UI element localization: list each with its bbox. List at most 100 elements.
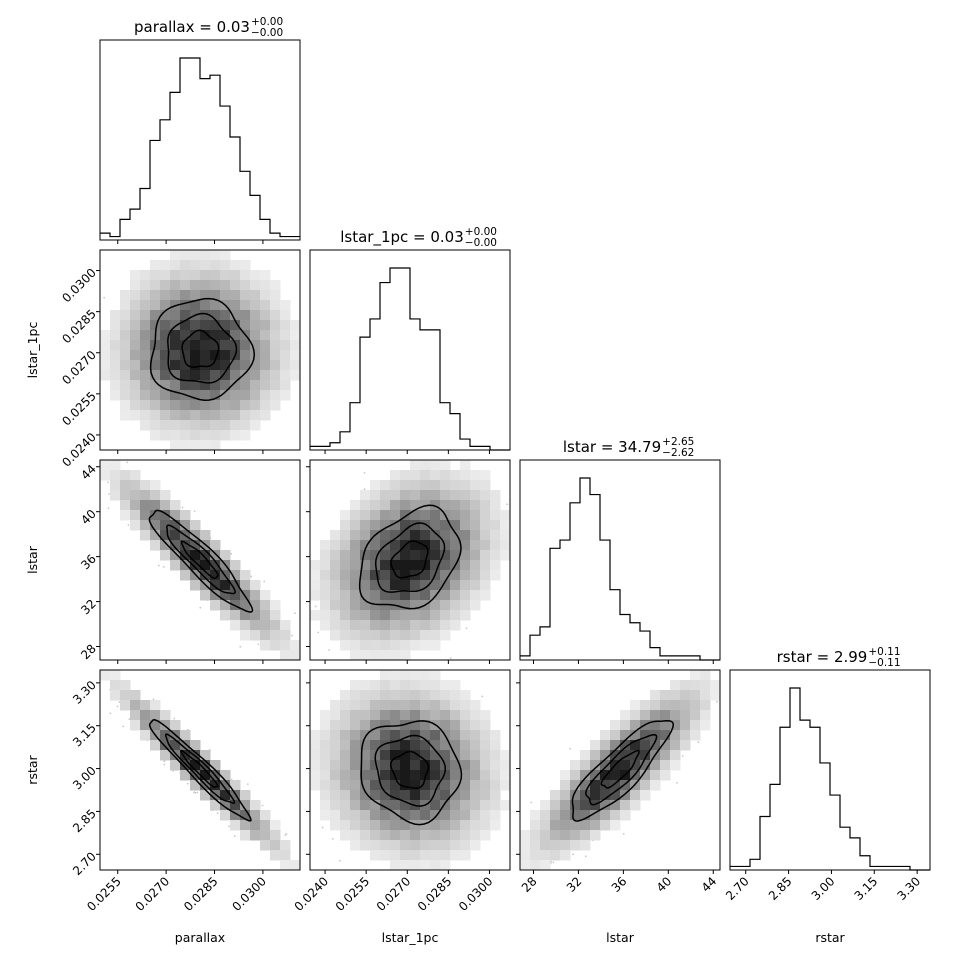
density-cell <box>440 820 451 831</box>
density-cell <box>360 650 371 660</box>
density-cell <box>220 280 231 291</box>
density-cell <box>130 360 141 371</box>
sample-point <box>622 833 625 835</box>
density-cell <box>220 390 231 401</box>
density-cell <box>490 500 501 511</box>
x-tick-label-lstar: 32 <box>564 874 585 895</box>
density-cell <box>350 740 361 751</box>
sample-point <box>368 662 370 664</box>
density-cell <box>150 280 161 291</box>
density-cell <box>470 560 481 571</box>
density-cell <box>470 780 481 791</box>
density-cell <box>360 490 371 501</box>
density-cell <box>480 790 491 801</box>
sample-point <box>378 662 380 664</box>
density-cell <box>380 620 391 631</box>
density-cell <box>410 810 421 821</box>
sample-point <box>272 590 274 592</box>
density-cell <box>680 680 691 691</box>
density-cell <box>330 570 341 581</box>
density-cell <box>130 340 141 351</box>
sample-point <box>291 634 293 637</box>
density-cell <box>290 650 300 660</box>
density-cell <box>390 790 401 801</box>
density-cell <box>350 580 361 591</box>
density-cell <box>170 560 181 571</box>
density-cell <box>440 570 451 581</box>
density-cell <box>150 510 161 521</box>
density-cell <box>360 710 371 721</box>
density-cell <box>550 790 561 801</box>
sample-point <box>263 580 266 583</box>
density-cell <box>440 830 451 841</box>
density-cell <box>350 830 361 841</box>
density-cell <box>420 840 431 851</box>
density-cell <box>110 690 121 701</box>
density-cell <box>470 820 481 831</box>
sample-point <box>317 631 320 634</box>
density-cell <box>240 610 251 621</box>
density-cell <box>480 510 491 521</box>
density-cell <box>610 820 621 831</box>
density-cell <box>430 700 441 711</box>
density-cell <box>250 810 261 821</box>
density-cell <box>230 570 241 581</box>
x-tick-label-lstar: 28 <box>519 874 540 895</box>
density-cell <box>470 580 481 591</box>
density-cell <box>120 290 131 301</box>
density-cell <box>400 600 411 611</box>
density-cell <box>590 830 601 841</box>
density-cell <box>250 300 261 311</box>
density-cell <box>330 740 341 751</box>
density-cell <box>190 390 201 401</box>
density-cell <box>670 730 681 741</box>
density-cell <box>390 840 401 851</box>
density-cell <box>100 470 111 481</box>
density-cell <box>130 320 141 331</box>
density-cell <box>140 410 151 421</box>
density-cell <box>400 760 411 771</box>
density-cell <box>230 430 241 441</box>
density-cell <box>440 780 451 791</box>
density-cell <box>350 540 361 551</box>
density-cell <box>390 510 401 521</box>
density-cell <box>480 760 491 771</box>
density-cell <box>220 790 231 801</box>
density-cell <box>410 590 421 601</box>
density-cell <box>410 760 421 771</box>
density-cell <box>640 740 651 751</box>
title-minus-err-lstar_1pc: −0.00 <box>465 237 497 249</box>
density-cell <box>400 590 411 601</box>
density-cell <box>360 740 371 751</box>
density-cell <box>370 580 381 591</box>
density-cell <box>190 580 201 591</box>
density-cell <box>340 760 351 771</box>
density-cell <box>350 800 361 811</box>
density-cell <box>230 580 241 591</box>
density-cell <box>430 460 441 471</box>
density-cell <box>420 480 431 491</box>
density-cell <box>490 560 501 571</box>
density-cell <box>330 790 341 801</box>
density-cell <box>650 690 661 701</box>
density-cell <box>370 570 381 581</box>
density-cell <box>220 340 231 351</box>
density-cell <box>450 790 461 801</box>
density-cell <box>590 740 601 751</box>
density-cell <box>340 540 351 551</box>
density-cell <box>110 330 121 341</box>
density-cell <box>450 690 461 701</box>
density-cell <box>420 750 431 761</box>
density-cell <box>540 860 551 870</box>
density-cell <box>240 280 251 291</box>
density-cell <box>410 750 421 761</box>
sample-point <box>126 461 129 464</box>
density-cell <box>220 270 231 281</box>
x-tick-label-lstar: 44 <box>699 874 720 895</box>
density-cell <box>130 500 141 511</box>
density-cell <box>460 540 471 551</box>
density-cell <box>490 740 501 751</box>
density-cell <box>680 740 691 751</box>
density-cell <box>160 380 171 391</box>
density-cell <box>250 290 261 301</box>
